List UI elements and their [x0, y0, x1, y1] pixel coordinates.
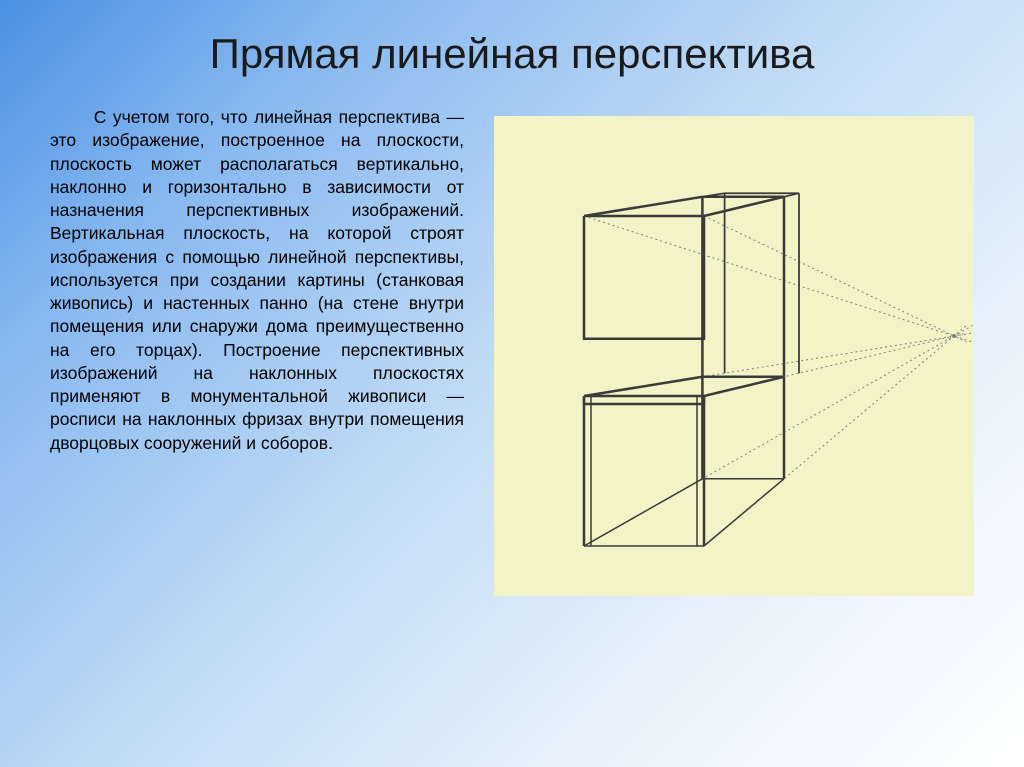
body-text: С учетом того, что линейная перспектива … — [50, 106, 464, 747]
diagram-column — [494, 106, 974, 747]
content-row: С учетом того, что линейная перспектива … — [50, 106, 974, 747]
page-title: Прямая линейная перспектива — [50, 30, 974, 78]
chair-perspective-diagram — [494, 116, 974, 596]
